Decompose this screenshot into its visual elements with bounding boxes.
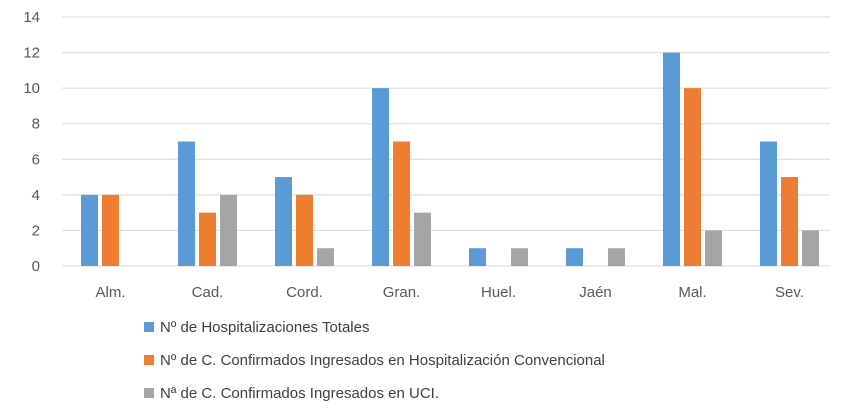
x-tick-label: Sev. (775, 284, 804, 301)
bar (220, 194, 237, 266)
bar (781, 177, 798, 266)
y-tick-label: 10 (23, 80, 40, 97)
bar (802, 230, 819, 266)
x-tick-label: Gran. (383, 284, 421, 301)
x-tick-label: Mal. (678, 284, 706, 301)
bar (760, 141, 777, 266)
x-tick-label: Alm. (96, 284, 126, 301)
legend-label: Nº de Hospitalizaciones Totales (160, 319, 369, 336)
bar (372, 88, 389, 267)
bar (566, 248, 583, 266)
legend-swatch (144, 355, 154, 365)
bar (705, 230, 722, 266)
legend-swatch (144, 322, 154, 332)
legend: Nº de Hospitalizaciones Totales Nº de C. … (144, 319, 605, 402)
x-axis-tick-labels: Alm. Cad. Cord. Gran. Huel. Jaén Mal. Sev. (96, 284, 804, 301)
bar (199, 212, 216, 266)
x-tick-label: Cord. (286, 284, 323, 301)
bar (178, 141, 195, 266)
legend-label: Nº de C. Confirmados Ingresados en Hospi… (160, 352, 605, 369)
x-tick-label: Jaén (579, 284, 612, 301)
bar (414, 212, 431, 266)
gridlines (62, 16, 830, 267)
bar (393, 141, 410, 266)
bar (663, 52, 680, 267)
y-tick-label: 14 (23, 9, 40, 26)
bar (469, 248, 486, 266)
bar (317, 248, 334, 266)
bar (296, 194, 313, 266)
y-tick-label: 4 (32, 187, 40, 204)
legend-swatch (144, 388, 154, 398)
x-tick-label: Cad. (192, 284, 224, 301)
x-tick-label: Huel. (481, 284, 516, 301)
y-tick-label: 12 (23, 45, 40, 62)
y-tick-label: 2 (32, 222, 40, 239)
bars (81, 52, 819, 267)
bar (511, 248, 528, 266)
bar (275, 177, 292, 266)
legend-label: Nª de C. Confirmados Ingresados en UCI. (160, 385, 439, 402)
bar (81, 194, 98, 266)
y-tick-label: 0 (32, 258, 40, 275)
y-tick-label: 6 (32, 151, 40, 168)
y-axis-tick-labels: 0 2 4 6 8 10 12 14 (23, 9, 40, 275)
bar (102, 194, 119, 266)
bar (608, 248, 625, 266)
y-tick-label: 8 (32, 116, 40, 133)
bar (684, 88, 701, 267)
